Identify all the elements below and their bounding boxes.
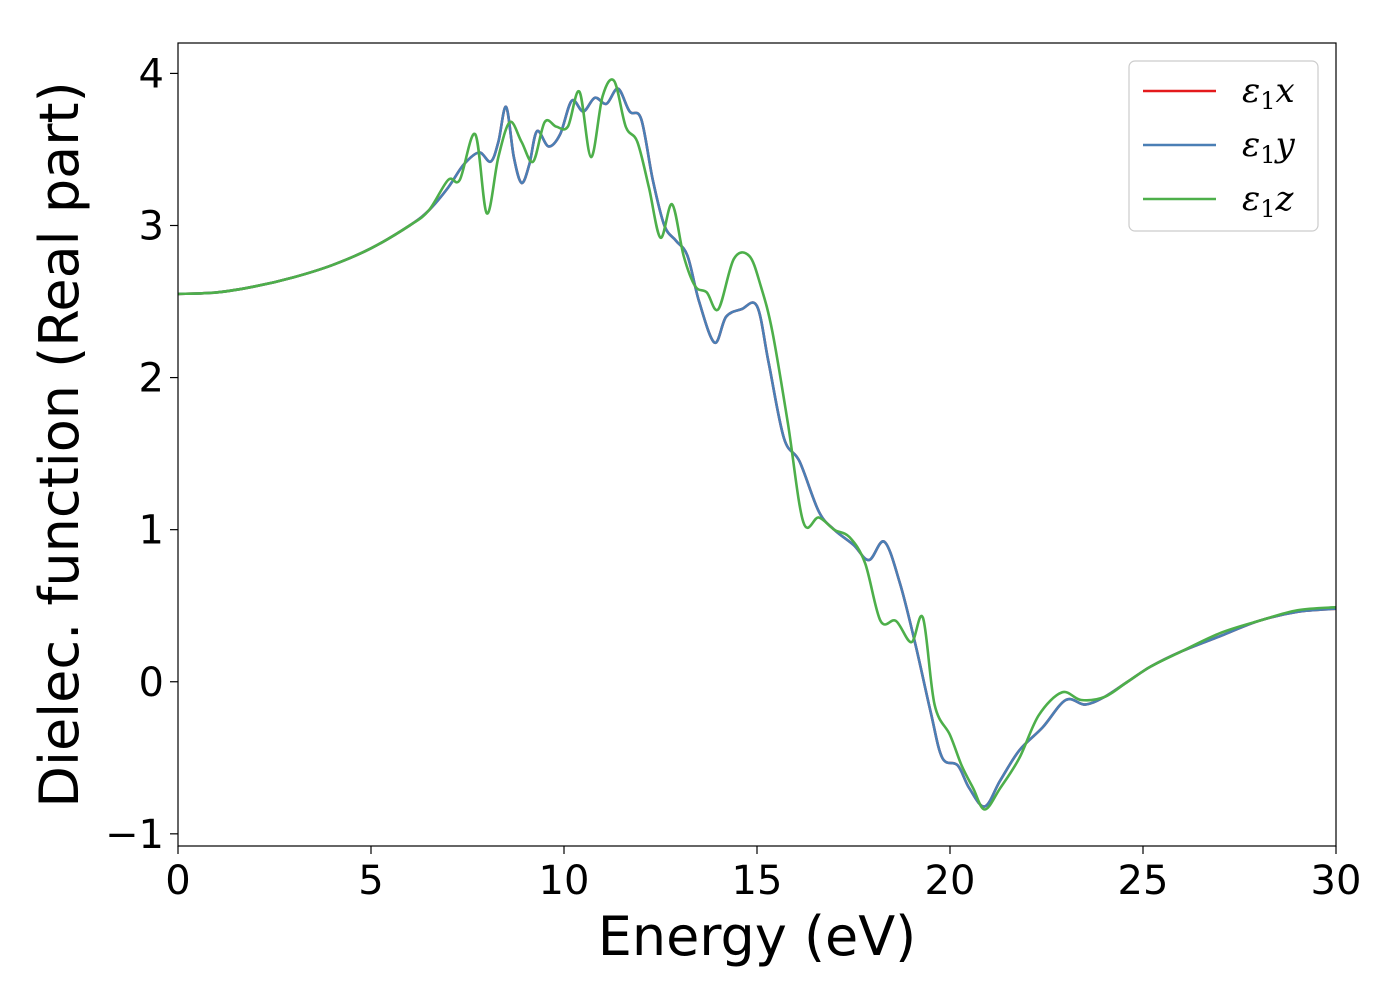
series-layer xyxy=(178,78,1336,811)
x-tick-label: 5 xyxy=(358,858,383,904)
y-tick-label: 0 xyxy=(139,660,164,706)
legend-entry-z: ε1z xyxy=(1242,179,1295,223)
x-tick-label: 20 xyxy=(925,858,976,904)
y-axis: −1 0 1 2 3 4 xyxy=(105,51,178,858)
y-tick-label: 4 xyxy=(139,51,164,97)
legend: ε1x ε1y ε1z xyxy=(1128,60,1319,232)
legend-entry-x: ε1x xyxy=(1242,71,1295,115)
x-tick-label: 25 xyxy=(1118,858,1169,904)
y-tick-label: 3 xyxy=(139,204,164,250)
y-tick-label: −1 xyxy=(105,812,164,858)
y-tick-label: 2 xyxy=(139,356,164,402)
x-tick-label: 0 xyxy=(165,858,190,904)
y-tick-label: 1 xyxy=(139,508,164,554)
x-tick-label: 10 xyxy=(539,858,590,904)
x-axis: 0 5 10 15 20 25 30 xyxy=(165,846,1361,904)
series-line-y xyxy=(178,87,1336,808)
legend-box xyxy=(1128,60,1319,232)
series-line-z xyxy=(178,78,1336,811)
y-axis-label: Dielec. function (Real part) xyxy=(28,81,91,807)
x-tick-label: 30 xyxy=(1311,858,1362,904)
x-axis-label: Energy (eV) xyxy=(598,905,917,968)
legend-entry-y: ε1y xyxy=(1242,125,1296,169)
x-tick-label: 15 xyxy=(732,858,783,904)
